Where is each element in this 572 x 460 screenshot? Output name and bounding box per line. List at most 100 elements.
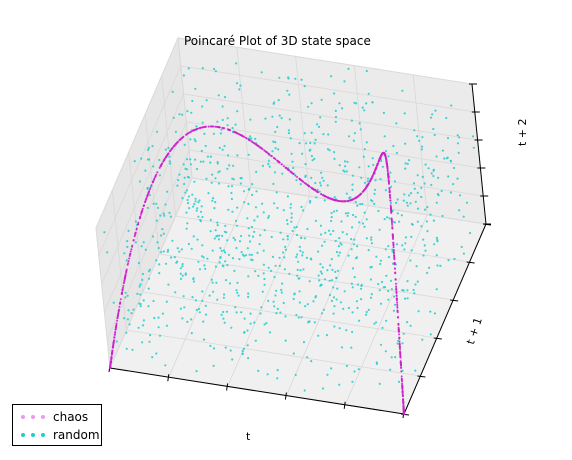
point-random bbox=[224, 224, 227, 227]
point-random bbox=[241, 352, 244, 355]
point-random bbox=[213, 67, 216, 71]
point-random bbox=[462, 252, 465, 255]
point-random bbox=[367, 308, 370, 311]
point-random bbox=[446, 136, 450, 140]
point-random bbox=[360, 176, 363, 179]
point-random bbox=[331, 268, 334, 271]
point-random bbox=[336, 269, 340, 272]
point-chaos bbox=[120, 292, 123, 295]
point-random bbox=[378, 289, 381, 292]
y-axis-tick bbox=[417, 375, 426, 378]
point-random bbox=[294, 77, 297, 80]
point-random bbox=[335, 276, 338, 280]
point-random bbox=[310, 360, 313, 363]
point-chaos bbox=[270, 154, 273, 157]
point-random bbox=[123, 252, 126, 255]
point-random bbox=[276, 125, 279, 129]
y-axis-tick bbox=[433, 337, 442, 340]
point-random bbox=[437, 194, 440, 197]
point-random bbox=[278, 114, 281, 117]
point-random bbox=[350, 119, 353, 122]
point-random bbox=[334, 270, 337, 273]
point-random bbox=[279, 311, 282, 314]
point-random bbox=[365, 237, 368, 240]
point-random bbox=[167, 248, 170, 251]
point-random bbox=[353, 370, 356, 373]
point-chaos bbox=[304, 182, 307, 185]
legend-label-chaos: chaos bbox=[53, 410, 89, 424]
point-chaos bbox=[391, 235, 394, 238]
point-random bbox=[341, 107, 344, 110]
point-random bbox=[290, 216, 293, 219]
point-random bbox=[272, 300, 275, 303]
point-random bbox=[430, 183, 433, 187]
point-random bbox=[147, 305, 150, 308]
point-random bbox=[217, 94, 220, 97]
point-chaos bbox=[390, 207, 392, 210]
point-random bbox=[429, 213, 432, 216]
point-random bbox=[281, 172, 284, 175]
point-random bbox=[363, 148, 366, 151]
point-random bbox=[392, 309, 395, 312]
point-random bbox=[361, 106, 364, 109]
point-random bbox=[227, 185, 230, 188]
point-random bbox=[193, 180, 196, 183]
point-random bbox=[326, 148, 330, 151]
point-chaos bbox=[118, 305, 121, 308]
point-random bbox=[302, 268, 305, 271]
point-random bbox=[182, 295, 185, 298]
point-random bbox=[236, 110, 239, 113]
point-random bbox=[426, 206, 429, 209]
point-random bbox=[268, 165, 271, 168]
point-random bbox=[152, 165, 155, 168]
point-random bbox=[363, 109, 366, 112]
point-chaos bbox=[397, 322, 400, 325]
point-random bbox=[340, 346, 344, 349]
point-random bbox=[406, 204, 409, 207]
point-chaos bbox=[402, 399, 405, 401]
point-chaos bbox=[387, 180, 390, 183]
point-chaos bbox=[221, 126, 224, 129]
point-random bbox=[217, 238, 220, 241]
point-random bbox=[186, 198, 189, 202]
point-random bbox=[162, 232, 165, 235]
point-random bbox=[186, 202, 190, 205]
point-random bbox=[212, 197, 215, 200]
point-random bbox=[350, 346, 353, 349]
point-random bbox=[322, 179, 325, 182]
point-chaos bbox=[401, 387, 404, 390]
point-random bbox=[447, 175, 450, 178]
point-random bbox=[227, 253, 230, 256]
point-random bbox=[190, 318, 193, 321]
point-random bbox=[240, 234, 243, 238]
point-random bbox=[328, 149, 331, 152]
point-random bbox=[223, 321, 226, 324]
point-random bbox=[303, 237, 306, 240]
point-random bbox=[354, 257, 358, 260]
point-random bbox=[313, 157, 316, 160]
point-random bbox=[264, 117, 267, 120]
point-random bbox=[142, 299, 145, 302]
point-random bbox=[261, 290, 264, 293]
point-random bbox=[262, 211, 265, 214]
point-random bbox=[189, 138, 192, 141]
point-random bbox=[288, 118, 291, 121]
point-chaos bbox=[278, 161, 281, 164]
point-random bbox=[220, 128, 223, 131]
point-random bbox=[333, 92, 336, 95]
point-random bbox=[315, 196, 318, 199]
point-random bbox=[370, 293, 373, 296]
point-random bbox=[164, 148, 167, 151]
point-random bbox=[383, 135, 386, 138]
point-random bbox=[384, 189, 387, 192]
point-random bbox=[219, 132, 222, 135]
point-random bbox=[390, 356, 393, 359]
point-random bbox=[389, 279, 393, 282]
point-chaos bbox=[397, 330, 400, 333]
point-random bbox=[185, 168, 189, 171]
point-random bbox=[224, 96, 227, 99]
point-random bbox=[168, 160, 171, 163]
point-random bbox=[310, 176, 313, 179]
point-chaos bbox=[124, 274, 127, 277]
point-random bbox=[213, 207, 216, 210]
